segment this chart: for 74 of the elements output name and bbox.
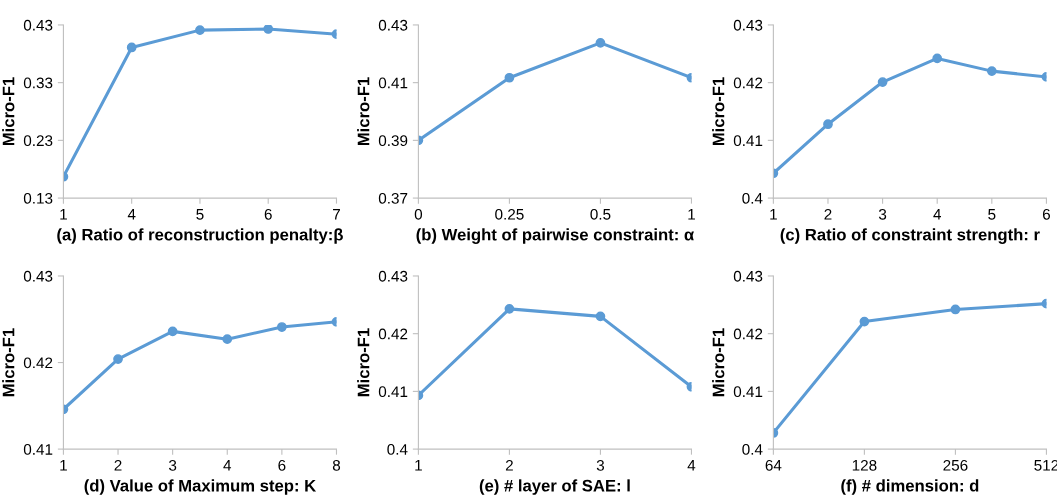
x-tick-label: 4 bbox=[687, 460, 696, 471]
x-tick-label: 0 bbox=[414, 208, 423, 220]
x-tick-label: 1 bbox=[60, 209, 67, 220]
x-tick-label: 256 bbox=[943, 459, 968, 471]
y-tick-label: 0.33 bbox=[23, 77, 53, 89]
x-tick-label: 3 bbox=[878, 208, 887, 220]
point bbox=[126, 42, 137, 53]
x-tick-label: 1 bbox=[688, 209, 695, 220]
x-axis-title: (f) # dimension: d bbox=[841, 479, 979, 495]
y-tick-label: 0.4 bbox=[387, 443, 408, 455]
y-tick-label: 0.43 bbox=[378, 19, 408, 31]
x-axis-title: (e) # layer of SAE: l bbox=[479, 479, 630, 495]
x-tick-label: 5 bbox=[988, 209, 996, 220]
point bbox=[195, 25, 205, 36]
x-tick-label: 3 bbox=[596, 459, 605, 471]
y-tick-label: 0.13 bbox=[23, 192, 53, 204]
y-tick-label: 0.43 bbox=[733, 270, 763, 282]
y-tick-label: 0.39 bbox=[378, 135, 408, 147]
point bbox=[986, 66, 997, 76]
y-axis-title: Micro-F1 bbox=[357, 77, 370, 146]
y-axis-title: Micro-F1 bbox=[2, 328, 15, 397]
y-tick-label: 0.4 bbox=[742, 192, 763, 204]
x-tick-label: 4 bbox=[223, 460, 232, 471]
y-tick-label: 0.41 bbox=[23, 443, 53, 455]
point bbox=[823, 119, 833, 130]
x-tick-label: 0.25 bbox=[495, 208, 524, 220]
x-tick-label: 6 bbox=[1042, 208, 1051, 220]
y-axis-title: Micro-F1 bbox=[712, 77, 725, 146]
x-tick-label: 1 bbox=[415, 460, 422, 471]
x-tick-label: 2 bbox=[114, 459, 122, 471]
x-tick-label: 4 bbox=[933, 209, 942, 220]
point bbox=[263, 24, 274, 34]
x-tick-label: 4 bbox=[127, 209, 136, 220]
y-tick-label: 0.41 bbox=[378, 77, 408, 89]
x-tick-label: 6 bbox=[264, 208, 272, 220]
y-tick-label: 0.42 bbox=[733, 77, 763, 89]
y-tick-label: 0.4 bbox=[742, 443, 763, 455]
y-tick-label: 0.43 bbox=[23, 270, 53, 282]
point bbox=[932, 53, 943, 64]
y-axis-title: Micro-F1 bbox=[357, 328, 370, 397]
point bbox=[113, 354, 123, 364]
x-tick-label: 6 bbox=[278, 459, 286, 471]
x-tick-label: 0.5 bbox=[590, 208, 611, 220]
x-tick-label: 1 bbox=[770, 209, 777, 220]
y-tick-label: 0.42 bbox=[378, 328, 408, 340]
point bbox=[877, 77, 888, 87]
x-axis-title: (a) Ratio of reconstruction penalty:β bbox=[57, 228, 343, 244]
y-axis-title: Micro-F1 bbox=[2, 77, 15, 146]
y-tick-label: 0.37 bbox=[378, 192, 408, 204]
x-axis-title: (b) Weight of pairwise constraint: α bbox=[416, 228, 694, 244]
x-tick-label: 5 bbox=[196, 209, 204, 220]
point bbox=[222, 334, 233, 345]
point bbox=[167, 326, 178, 337]
y-axis-title: Micro-F1 bbox=[712, 328, 725, 397]
y-tick-label: 0.23 bbox=[23, 135, 53, 147]
y-tick-label: 0.43 bbox=[23, 19, 53, 31]
y-tick-label: 0.41 bbox=[733, 386, 763, 398]
x-tick-label: 64 bbox=[765, 459, 782, 471]
y-tick-label: 0.42 bbox=[733, 328, 763, 340]
x-axis-title: (d) Value of Maximum step: K bbox=[84, 479, 317, 495]
x-axis-title: (c) Ratio of constraint strength: r bbox=[780, 228, 1040, 244]
x-tick-label: 7 bbox=[333, 209, 340, 220]
x-tick-label: 3 bbox=[168, 459, 177, 471]
x-tick-label: 1 bbox=[60, 460, 67, 471]
x-tick-label: 2 bbox=[505, 459, 513, 471]
y-tick-label: 0.43 bbox=[733, 19, 763, 31]
y-tick-label: 0.42 bbox=[23, 357, 53, 369]
y-tick-label: 0.41 bbox=[378, 386, 408, 398]
x-tick-label: 2 bbox=[824, 208, 832, 220]
y-tick-label: 0.43 bbox=[378, 270, 408, 282]
x-tick-label: 128 bbox=[852, 459, 877, 471]
point bbox=[277, 322, 287, 332]
x-tick-label: 8 bbox=[332, 459, 341, 471]
y-tick-label: 0.41 bbox=[733, 135, 763, 147]
